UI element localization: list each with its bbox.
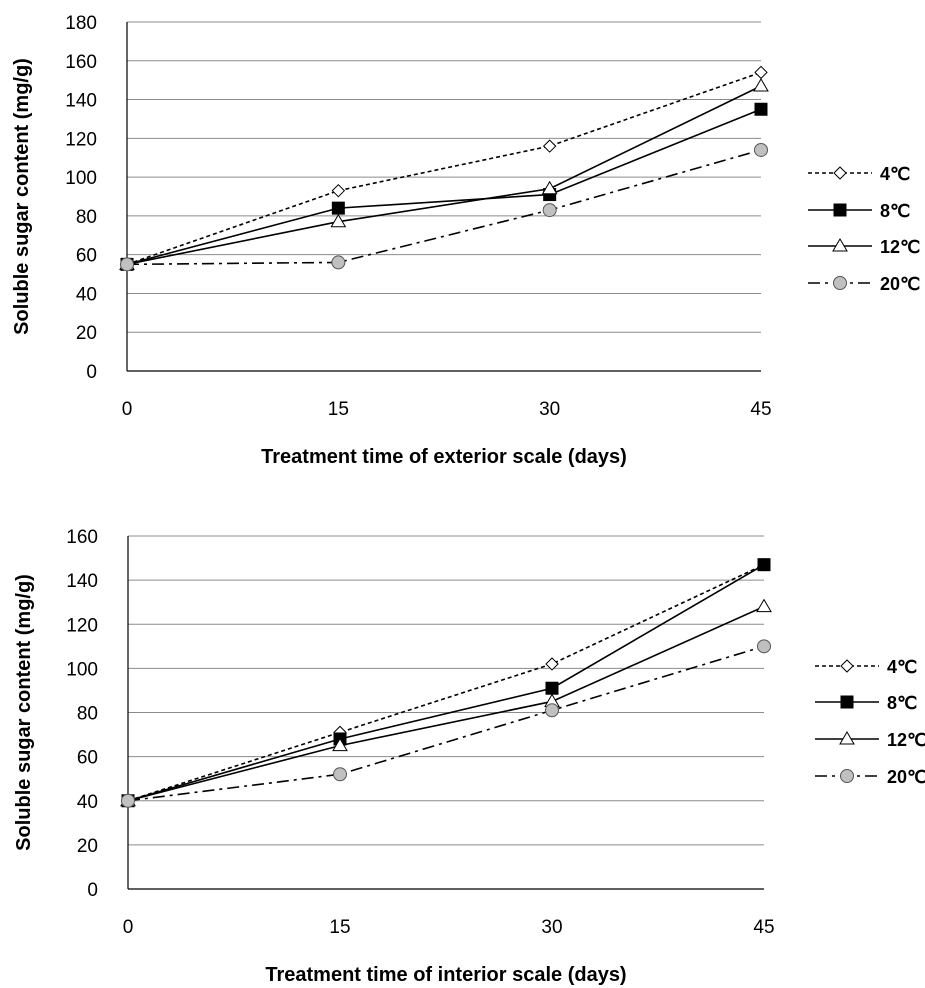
x-tick-label: 15 [329, 917, 350, 938]
legend: 4℃ 8℃ 12℃ 20℃ [808, 164, 920, 294]
data-point [542, 139, 557, 153]
y-tick-label: 100 [65, 168, 97, 189]
y-tick-label: 40 [76, 284, 97, 305]
y-tick-label: 20 [77, 836, 98, 857]
data-point [545, 703, 559, 718]
series-1 [121, 557, 771, 808]
data-point [757, 558, 771, 572]
data-point [542, 203, 557, 218]
legend-marker [839, 731, 855, 745]
data-point [754, 102, 768, 116]
y-axis-title: Soluble sugar content (mg/g) [13, 574, 35, 851]
x-tick-label: 30 [541, 917, 562, 938]
series-line [127, 605, 765, 802]
legend-label: 4℃ [887, 657, 917, 677]
legend-marker [833, 166, 847, 180]
chart-2: 0 20 40 60 80 100 120 140 160 0 15 30 45 Treatment ti… [13, 527, 925, 986]
legend-marker [832, 238, 848, 252]
series-4 [120, 142, 768, 272]
data-point [545, 657, 559, 671]
y-tick-label: 120 [66, 615, 98, 636]
data-point [332, 737, 348, 752]
legend-marker [840, 659, 854, 673]
x-tick-label: 0 [123, 917, 134, 938]
y-tick-label: 120 [65, 129, 97, 150]
y-tick-label: 0 [86, 362, 97, 383]
x-tick-label: 15 [328, 399, 349, 420]
data-point [541, 180, 558, 195]
x-tick-label: 0 [122, 399, 133, 420]
y-tick-label: 80 [77, 704, 98, 725]
data-point [331, 255, 346, 270]
x-tick-label: 30 [539, 399, 560, 420]
data-point [754, 65, 768, 80]
data-point [331, 201, 345, 215]
y-tick-label: 140 [65, 91, 97, 112]
series-line [127, 563, 765, 802]
data-point [756, 598, 772, 613]
legend-label: 12℃ [880, 237, 920, 257]
series-line [126, 149, 762, 266]
series-4 [121, 639, 771, 808]
y-tick-label: 40 [77, 792, 98, 813]
data-point [333, 767, 347, 782]
data-point [757, 639, 771, 654]
data-point [121, 793, 135, 808]
y-tick-label: 160 [66, 527, 98, 548]
x-axis-title: Treatment time of interior scale (days) [265, 964, 626, 986]
data-point [330, 213, 347, 228]
series-line [126, 108, 762, 266]
y-tick-label: 180 [65, 13, 97, 34]
y-tick-label: 60 [77, 748, 98, 769]
y-tick-label: 60 [76, 246, 97, 267]
legend-marker [840, 769, 854, 783]
legend-marker [833, 276, 847, 290]
y-tick-label: 160 [65, 52, 97, 73]
series-line [127, 645, 765, 802]
legend-label: 4℃ [880, 164, 910, 184]
data-point [753, 77, 769, 92]
legend-label: 20℃ [887, 767, 925, 787]
legend: 4℃ 8℃ 12℃ 20℃ [815, 657, 925, 787]
legend-label: 8℃ [880, 201, 910, 221]
data-point [331, 183, 346, 198]
y-axis-title: Soluble sugar content (mg/g) [11, 58, 33, 335]
x-tick-label: 45 [753, 917, 774, 938]
legend-marker [833, 203, 847, 217]
y-tick-label: 80 [76, 207, 97, 228]
data-point [545, 681, 559, 695]
y-tick-label: 100 [66, 659, 98, 680]
legend-marker [840, 695, 854, 709]
series-line [126, 71, 762, 266]
y-tick-label: 0 [87, 880, 98, 901]
data-point [120, 257, 134, 272]
y-tick-label: 140 [66, 571, 98, 592]
legend-label: 20℃ [880, 274, 920, 294]
legend-label: 12℃ [887, 730, 925, 750]
series-line [126, 85, 762, 266]
y-tick-label: 20 [76, 323, 97, 344]
x-tick-label: 45 [750, 399, 771, 420]
data-point [754, 142, 768, 157]
chart-1: 0 20 40 60 80 100 120 140 160 180 0 15 30 45 Treatment… [11, 13, 920, 468]
legend-label: 8℃ [887, 693, 917, 713]
series-line [127, 563, 765, 802]
x-axis-title: Treatment time of exterior scale (days) [261, 446, 627, 468]
series-2 [121, 558, 771, 808]
